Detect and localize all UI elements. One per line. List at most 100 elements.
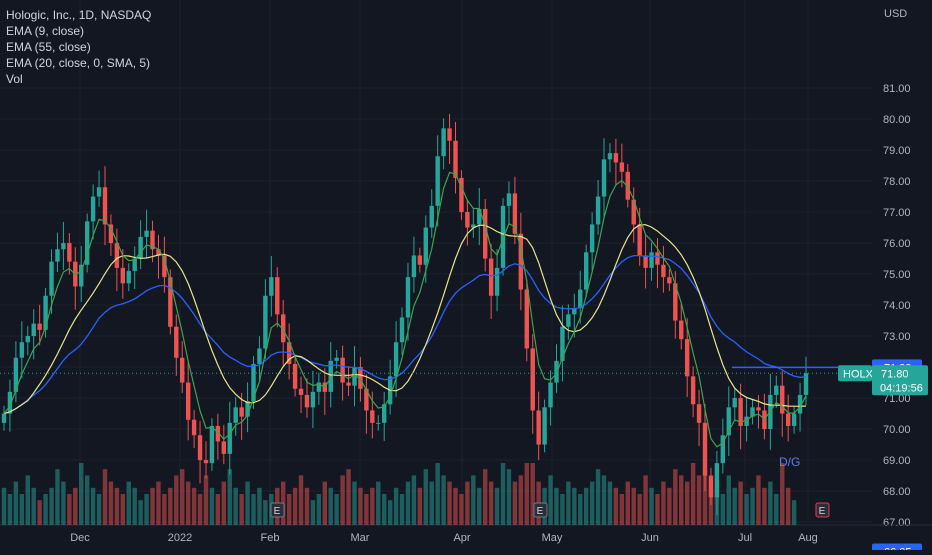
ema55-line <box>3 254 807 415</box>
candle-body <box>376 422 381 424</box>
candle-body <box>352 367 357 386</box>
candle-body <box>251 363 256 402</box>
candle-body <box>542 407 547 445</box>
volume-bar <box>203 475 209 525</box>
volume-bar <box>601 475 607 525</box>
currency-label: USD <box>884 8 907 20</box>
volume-bar <box>774 494 779 525</box>
candle-body <box>756 407 761 411</box>
candle-body <box>405 277 411 318</box>
volume-bar <box>49 487 54 525</box>
earnings-marker-text: E <box>819 506 826 517</box>
candle-body <box>554 360 559 383</box>
volume-bar <box>560 494 565 525</box>
volume-bar <box>233 487 238 525</box>
candle-body <box>774 385 779 395</box>
candle-body <box>595 196 601 225</box>
candle-body <box>37 323 42 330</box>
candle-body <box>174 326 179 358</box>
candle-body <box>393 342 399 377</box>
candle-body <box>560 326 565 361</box>
candle-body <box>19 342 25 358</box>
candle-body <box>209 425 215 464</box>
candle-body <box>750 407 755 417</box>
candle-body <box>578 289 583 309</box>
volume-bar <box>554 487 559 525</box>
candle-body <box>667 277 672 284</box>
x-tick-label: Mar <box>351 532 370 544</box>
candle-body <box>690 376 696 405</box>
candle-body <box>334 357 339 361</box>
earnings-marker[interactable] <box>815 502 830 518</box>
candle-body <box>500 205 506 268</box>
volume-bar <box>607 481 613 525</box>
candle-body <box>530 348 535 411</box>
volume-bar <box>61 481 66 525</box>
candle-body <box>310 391 316 408</box>
candle-body <box>447 128 452 141</box>
candle-body <box>589 224 595 253</box>
volume-bar <box>55 469 60 525</box>
earnings-marker[interactable] <box>533 502 548 518</box>
candle-body <box>726 407 731 436</box>
volume-bar <box>506 469 512 525</box>
candle-body <box>61 243 66 250</box>
candle-body <box>655 252 660 265</box>
candle-body <box>346 382 351 386</box>
candle-body <box>304 394 310 408</box>
candle-body <box>637 224 642 256</box>
candle-body <box>340 357 345 383</box>
ema9-line <box>3 171 807 448</box>
candle-body <box>263 295 268 349</box>
volume-bar <box>447 481 452 525</box>
volume-bar <box>43 494 48 525</box>
volume-bar <box>690 463 696 525</box>
candle-body <box>738 398 743 426</box>
candle-body <box>619 162 625 172</box>
candle-body <box>548 382 553 408</box>
candle-body <box>180 357 185 383</box>
candle-body <box>150 230 155 250</box>
y-tick-label: 80.00 <box>883 114 911 126</box>
volume-bar <box>429 481 434 525</box>
volume-bar <box>512 481 518 525</box>
chart-legend: Hologic, Inc., 1D, NASDAQ EMA (9, close)… <box>6 7 151 87</box>
x-tick-label: May <box>542 532 563 544</box>
volume-bar <box>102 469 108 525</box>
volume-bar <box>423 469 428 525</box>
candle-body <box>144 230 149 237</box>
candle-body <box>25 336 30 343</box>
candle-body <box>791 413 797 426</box>
volume-bar <box>637 494 642 525</box>
volume-bar <box>304 487 310 525</box>
candle-body <box>292 363 298 389</box>
y-tick-label: 71.00 <box>883 393 911 405</box>
volume-bar <box>90 487 96 525</box>
volume-bar <box>583 487 589 525</box>
volume-bar <box>156 481 161 525</box>
volume-bar <box>174 475 179 525</box>
candle-body <box>358 367 363 389</box>
candle-body <box>84 221 90 265</box>
volume-bar <box>756 475 761 525</box>
candle-body <box>744 416 749 426</box>
volume-bar <box>762 487 767 525</box>
volume-bar <box>340 475 345 525</box>
volume-bar <box>132 487 137 525</box>
volume-bar <box>286 494 292 525</box>
volume-bar <box>738 481 743 525</box>
candle-body <box>435 156 440 206</box>
candle-body <box>114 243 120 268</box>
volume-bar <box>227 469 232 525</box>
volume-bar <box>649 487 654 525</box>
candle-body <box>126 270 131 284</box>
volume-bar <box>387 500 393 525</box>
earnings-marker[interactable] <box>270 502 285 518</box>
volume-bar <box>197 494 203 525</box>
candle-body <box>643 255 648 268</box>
volume-bar <box>310 500 316 525</box>
candle-body <box>138 236 143 259</box>
candle-body <box>221 441 227 454</box>
